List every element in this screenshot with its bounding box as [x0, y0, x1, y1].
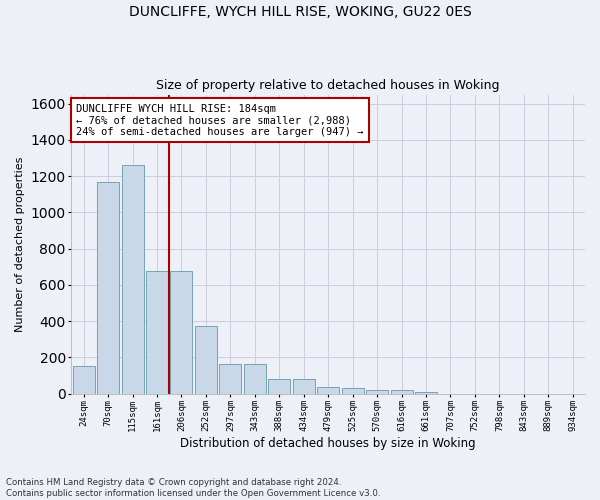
X-axis label: Distribution of detached houses by size in Woking: Distribution of detached houses by size … — [181, 437, 476, 450]
Text: DUNCLIFFE WYCH HILL RISE: 184sqm
← 76% of detached houses are smaller (2,988)
24: DUNCLIFFE WYCH HILL RISE: 184sqm ← 76% o… — [76, 104, 364, 136]
Bar — [268, 379, 290, 394]
Bar — [293, 379, 315, 394]
Bar — [244, 364, 266, 394]
Bar — [146, 272, 168, 394]
Bar — [366, 390, 388, 394]
Bar — [97, 182, 119, 394]
Text: Contains HM Land Registry data © Crown copyright and database right 2024.
Contai: Contains HM Land Registry data © Crown c… — [6, 478, 380, 498]
Bar — [122, 165, 143, 394]
Bar — [170, 272, 193, 394]
Bar — [391, 390, 413, 394]
Bar — [415, 392, 437, 394]
Bar — [220, 364, 241, 394]
Bar — [341, 388, 364, 394]
Y-axis label: Number of detached properties: Number of detached properties — [15, 156, 25, 332]
Bar — [195, 326, 217, 394]
Title: Size of property relative to detached houses in Woking: Size of property relative to detached ho… — [157, 79, 500, 92]
Text: DUNCLIFFE, WYCH HILL RISE, WOKING, GU22 0ES: DUNCLIFFE, WYCH HILL RISE, WOKING, GU22 … — [128, 5, 472, 19]
Bar — [317, 388, 339, 394]
Bar — [73, 366, 95, 394]
